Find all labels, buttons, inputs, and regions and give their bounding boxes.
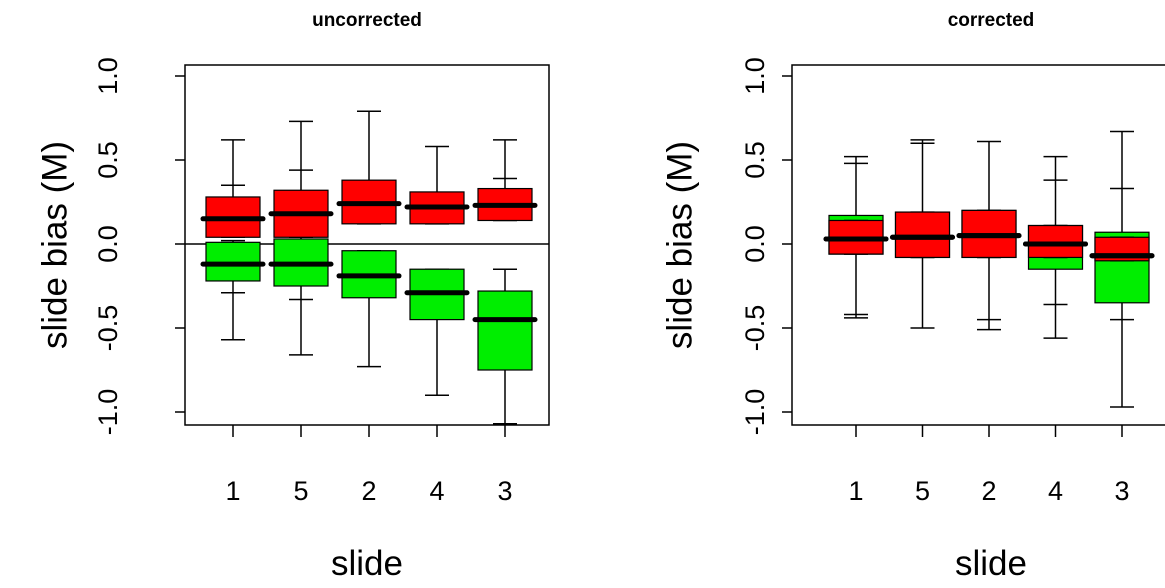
y-tick-label: 0.5	[93, 141, 123, 179]
y-tick-label: 0.0	[740, 225, 770, 263]
chart-panel-1: uncorrected -1.0 -0.5 0.0 0.5 1.0 slide bias (…	[36, 10, 550, 583]
x-tick-label: 2	[361, 476, 376, 506]
chart-title: uncorrected	[312, 10, 422, 31]
box-green	[205, 241, 261, 282]
x-tick-label: 1	[225, 476, 240, 506]
y-axis-title: slide bias (M)	[36, 141, 75, 349]
x-tick-label: 4	[1048, 476, 1063, 506]
y-axis-title: slide bias (M)	[661, 141, 700, 349]
chart-title: corrected	[948, 10, 1035, 31]
chart-panel-2: corrected -1.0 -0.5 0.0 0.5 1.0 slide bias (M)…	[661, 10, 1165, 583]
y-tick-label: -1.0	[93, 389, 123, 436]
x-tick-label: 3	[497, 476, 512, 506]
x-tick-label: 3	[1114, 476, 1129, 506]
box-red	[1027, 224, 1084, 259]
x-tick-label: 5	[915, 476, 930, 506]
y-tick-label: 1.0	[740, 57, 770, 95]
x-axis-title: slide	[331, 544, 403, 583]
y-tick-label: 0.5	[740, 141, 770, 179]
box-green	[477, 290, 533, 371]
x-tick-label: 5	[293, 476, 308, 506]
x-tick-label: 4	[429, 476, 444, 506]
y-tick-label: 0.0	[93, 225, 123, 263]
plot-frame	[791, 64, 1165, 426]
x-tick-label: 1	[848, 476, 863, 506]
y-tick-label: 1.0	[93, 57, 123, 95]
x-tick-label: 2	[981, 476, 996, 506]
y-tick-label: -1.0	[740, 389, 770, 436]
y-tick-label: -0.5	[740, 305, 770, 352]
y-tick-label: -0.5	[93, 305, 123, 352]
plot-frame	[184, 64, 550, 426]
x-axis-title: slide	[955, 544, 1027, 583]
box-red	[894, 211, 951, 259]
